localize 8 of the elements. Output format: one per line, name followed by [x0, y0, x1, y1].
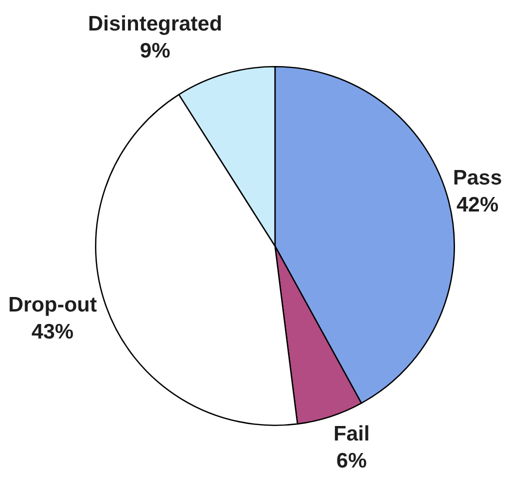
slice-label: Fail [334, 422, 370, 446]
data-label: 6% [336, 449, 368, 472]
slice-label: Drop-out [8, 294, 97, 317]
slice-label: Pass [452, 166, 502, 190]
data-label: 9% [140, 40, 171, 63]
data-label: 43% [32, 320, 74, 344]
slice-label: Disintegrated [88, 12, 222, 36]
data-label: 42% [456, 193, 499, 216]
